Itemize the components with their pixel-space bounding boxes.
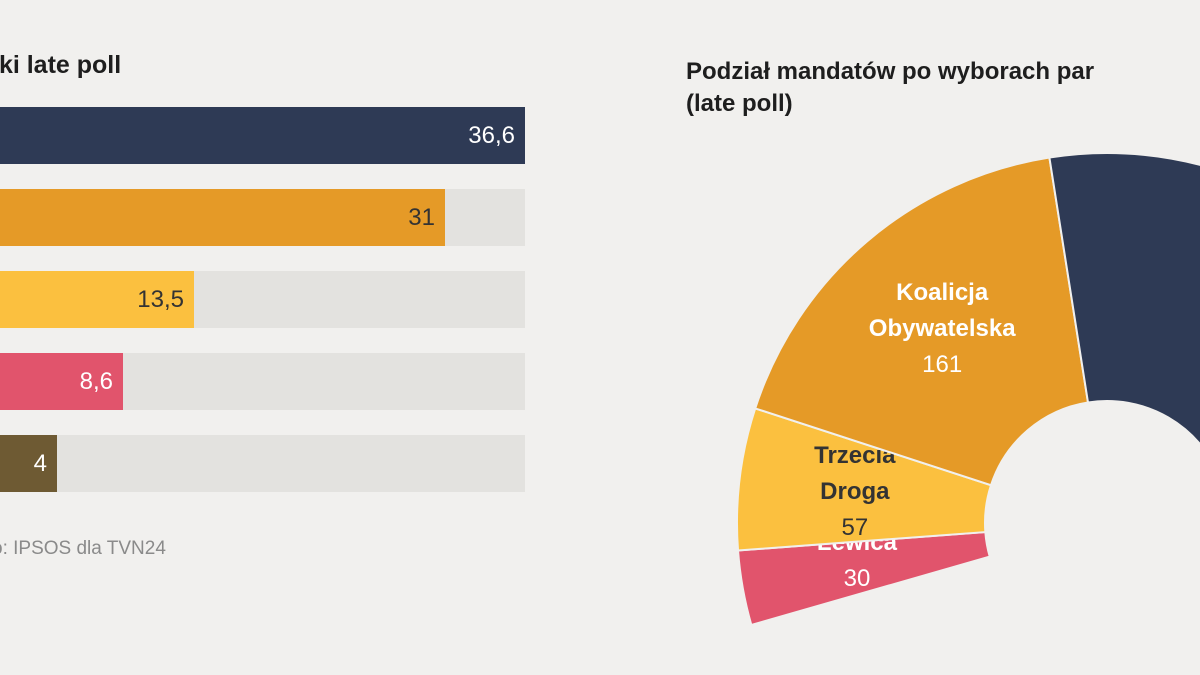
bar (0, 435, 57, 492)
bar-track: 36,6 (0, 107, 525, 164)
seat-slice (753, 156, 1090, 487)
bar-value-label: 13,5 (137, 286, 184, 313)
bar (0, 353, 123, 410)
bar-track: 13,5 (0, 271, 525, 328)
seat-value-label: 161 (922, 351, 962, 378)
bar-value-label: 8,6 (79, 368, 113, 395)
bar (0, 107, 525, 164)
source-note: o: IPSOS dla TVN24 (0, 538, 166, 559)
bar (0, 189, 445, 246)
bar-track: 8,6 (0, 353, 525, 410)
seat-slice (1048, 152, 1200, 446)
right-chart-title: Podział mandatów po wyborach par (late p… (686, 56, 1094, 120)
seat-party-label: Droga (820, 478, 890, 505)
bar-value-label: 36,6 (468, 122, 515, 149)
bar-value-label: 31 (408, 204, 435, 231)
left-chart-title: iki late poll (0, 51, 122, 79)
bar-track: 31 (0, 189, 525, 246)
right-title-line-2: (late poll) (686, 90, 793, 117)
seat-party-label: Koalicja (896, 279, 989, 306)
bar-value-label: 4 (33, 450, 47, 477)
seat-value-label: 30 (844, 565, 871, 592)
bar-track: 4 (0, 435, 525, 492)
seat-party-label: Obywatelska (869, 315, 1016, 342)
seat-value-label: 57 (841, 514, 868, 541)
right-title-line-1: Podział mandatów po wyborach par (686, 58, 1095, 85)
bar (0, 271, 194, 328)
